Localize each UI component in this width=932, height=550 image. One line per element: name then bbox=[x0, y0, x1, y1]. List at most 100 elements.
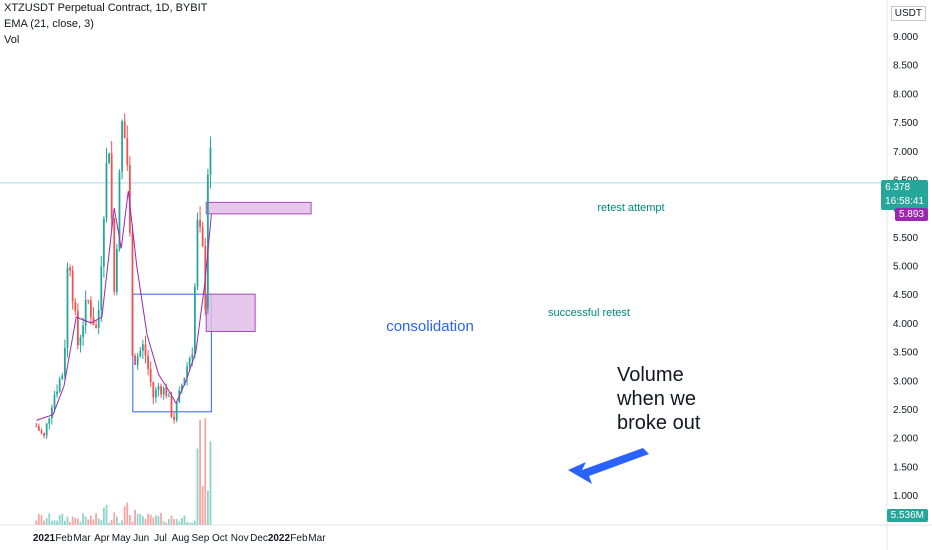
y-tick-label: 2.000 bbox=[893, 434, 918, 445]
y-tick-label: 4.000 bbox=[893, 319, 918, 330]
candle-body[interactable] bbox=[188, 358, 191, 367]
candle-body[interactable] bbox=[131, 232, 134, 356]
candle-body[interactable] bbox=[144, 344, 147, 356]
candle-body[interactable] bbox=[89, 300, 92, 318]
candle-body[interactable] bbox=[66, 267, 69, 348]
candle-body[interactable] bbox=[56, 391, 58, 395]
ema-line[interactable] bbox=[36, 190, 212, 421]
volume-bar bbox=[48, 513, 51, 525]
currency-badge[interactable]: USDT bbox=[890, 6, 926, 21]
candle-body[interactable] bbox=[115, 248, 118, 292]
y-tick-label: 7.500 bbox=[893, 118, 918, 129]
candle-body[interactable] bbox=[162, 387, 165, 395]
y-tick-label: 1.500 bbox=[893, 462, 918, 473]
candle-body[interactable] bbox=[95, 325, 97, 328]
candle-body[interactable] bbox=[126, 138, 129, 166]
candle-body[interactable] bbox=[183, 377, 186, 386]
candle-body[interactable] bbox=[69, 267, 71, 271]
volume-bar bbox=[105, 504, 108, 525]
arrow-icon bbox=[568, 448, 649, 484]
y-tick-label: 7.000 bbox=[893, 147, 918, 158]
candle-body[interactable] bbox=[154, 389, 157, 398]
successful-retest-label: successful retest bbox=[548, 307, 630, 319]
plot-area[interactable] bbox=[0, 0, 887, 525]
candle-body[interactable] bbox=[139, 350, 142, 357]
x-tick-label: Jul bbox=[154, 533, 167, 544]
candle-body[interactable] bbox=[71, 270, 74, 302]
candle-body[interactable] bbox=[152, 382, 155, 398]
candle-body[interactable] bbox=[100, 266, 103, 311]
candle-body[interactable] bbox=[121, 121, 123, 172]
successful-retest-zone[interactable] bbox=[205, 293, 256, 332]
candle-body[interactable] bbox=[191, 354, 194, 359]
candle-body[interactable] bbox=[45, 423, 48, 436]
volume-bar bbox=[134, 509, 136, 525]
volume-bar bbox=[118, 522, 121, 525]
candle-body[interactable] bbox=[87, 299, 90, 301]
candle-body[interactable] bbox=[201, 227, 204, 246]
candle-body[interactable] bbox=[108, 153, 110, 163]
candle-body[interactable] bbox=[48, 418, 51, 424]
candle-body[interactable] bbox=[74, 301, 77, 312]
candle-body[interactable] bbox=[128, 165, 131, 233]
candle-body[interactable] bbox=[157, 386, 160, 390]
candle-body[interactable] bbox=[209, 147, 212, 175]
volume-bar bbox=[115, 516, 118, 525]
candle-body[interactable] bbox=[76, 311, 79, 346]
candle-body[interactable] bbox=[105, 162, 108, 219]
x-tick-label: Feb bbox=[290, 533, 308, 544]
candle-body[interactable] bbox=[102, 218, 105, 267]
retest-attempt-zone[interactable] bbox=[205, 201, 312, 215]
candle-body[interactable] bbox=[160, 386, 162, 395]
candle-body[interactable] bbox=[175, 402, 178, 420]
candle-body[interactable] bbox=[61, 375, 64, 380]
x-tick-label: Mar bbox=[73, 533, 91, 544]
symbol-legend: XTZUSDT Perpetual Contract, 1D, BYBIT bbox=[4, 2, 208, 14]
candle-body[interactable] bbox=[196, 219, 199, 287]
candle-body[interactable] bbox=[199, 219, 201, 228]
volume-bar bbox=[66, 516, 69, 525]
candle-body[interactable] bbox=[63, 347, 66, 376]
y-tick-label: 3.500 bbox=[893, 348, 918, 359]
candle-body[interactable] bbox=[149, 368, 152, 383]
candle-body[interactable] bbox=[147, 355, 149, 369]
y-tick-label: 5.500 bbox=[893, 233, 918, 244]
volume-bar bbox=[50, 521, 53, 525]
candle-body[interactable] bbox=[84, 299, 87, 326]
candle-body[interactable] bbox=[134, 355, 136, 365]
candle-body[interactable] bbox=[113, 218, 116, 292]
volume-bar bbox=[154, 515, 157, 525]
candle-body[interactable] bbox=[82, 325, 84, 338]
candle-body[interactable] bbox=[136, 356, 139, 365]
candle-body[interactable] bbox=[123, 121, 126, 139]
candle-body[interactable] bbox=[58, 379, 61, 392]
candle-body[interactable] bbox=[206, 174, 209, 309]
candle-body[interactable] bbox=[173, 416, 175, 420]
y-tick-label: 5.000 bbox=[893, 262, 918, 273]
volume-bar bbox=[97, 518, 100, 525]
candle-body[interactable] bbox=[167, 395, 170, 397]
x-tick-label: 2022 bbox=[268, 533, 291, 544]
candle-body[interactable] bbox=[110, 153, 113, 219]
candle-body[interactable] bbox=[37, 426, 40, 431]
volume-bar bbox=[43, 520, 45, 525]
candle-body[interactable] bbox=[141, 344, 144, 351]
candle-body[interactable] bbox=[180, 385, 183, 391]
candle-body[interactable] bbox=[118, 171, 121, 249]
candle-body[interactable] bbox=[35, 426, 38, 428]
candle-body[interactable] bbox=[40, 430, 43, 433]
volume-bar bbox=[162, 521, 165, 525]
candle-body[interactable] bbox=[165, 387, 168, 397]
volume-bar bbox=[61, 513, 64, 525]
candle-body[interactable] bbox=[50, 407, 53, 419]
volume-annotation-line: Volume bbox=[617, 364, 684, 386]
candle-body[interactable] bbox=[193, 286, 196, 355]
volume-bar bbox=[126, 502, 129, 525]
candle-body[interactable] bbox=[79, 337, 82, 346]
candle-body[interactable] bbox=[43, 432, 45, 436]
volume-bar bbox=[71, 516, 74, 525]
candle-body[interactable] bbox=[53, 394, 56, 408]
candle-body[interactable] bbox=[186, 366, 188, 378]
candle-body[interactable] bbox=[170, 395, 173, 417]
